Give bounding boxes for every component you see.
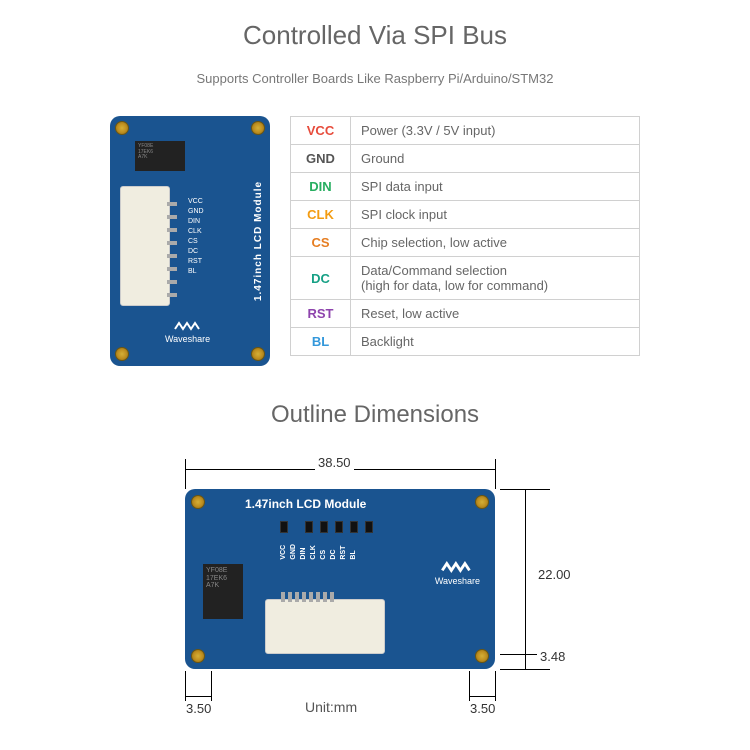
pin-row: BLBacklight <box>291 328 640 356</box>
module-label: 1.47inch LCD Module <box>253 181 264 301</box>
pin-row: VCCPower (3.3V / 5V input) <box>291 117 640 145</box>
dimensions-title: Outline Dimensions <box>50 401 700 429</box>
pin-labels: VCCGND DINCLK CSDC RSTBL <box>188 198 204 275</box>
dim-height: 22.00 <box>535 567 574 582</box>
dim-hole-right: 3.50 <box>467 701 498 716</box>
dim-hole-v: 3.48 <box>537 649 568 664</box>
ic-chip: YF08E 17EK6 A7K <box>135 141 185 171</box>
spi-section: YF08E 17EK6 A7K VCCGND DINCLK CSDC RSTBL… <box>50 116 700 366</box>
page-title: Controlled Via SPI Bus <box>50 20 700 51</box>
page-subtitle: Supports Controller Boards Like Raspberr… <box>50 71 700 86</box>
pcb-top: YF08E 17EK6 A7K VCCGND DINCLK CSDC RSTBL… <box>110 116 270 366</box>
pin-row: CSChip selection, low active <box>291 229 640 257</box>
pin-row: DCData/Command selection (high for data,… <box>291 257 640 300</box>
pin-row: RSTReset, low active <box>291 300 640 328</box>
pcb-dimensions: 1.47inch LCD Module YF08E 17EK6 A7K VCCG… <box>185 489 495 669</box>
dim-hole-left: 3.50 <box>183 701 214 716</box>
unit-label: Unit:mm <box>305 699 357 715</box>
pin-row: GNDGround <box>291 145 640 173</box>
connector <box>120 186 170 306</box>
pin-table: VCCPower (3.3V / 5V input)GNDGroundDINSP… <box>290 116 640 356</box>
pin-row: CLKSPI clock input <box>291 201 640 229</box>
pin-row: DINSPI data input <box>291 173 640 201</box>
dim-width: 38.50 <box>315 455 354 470</box>
brand-logo: Waveshare <box>165 319 210 344</box>
dimensions-diagram: 38.50 1.47inch LCD Module YF08E 17EK6 A7… <box>155 449 595 719</box>
